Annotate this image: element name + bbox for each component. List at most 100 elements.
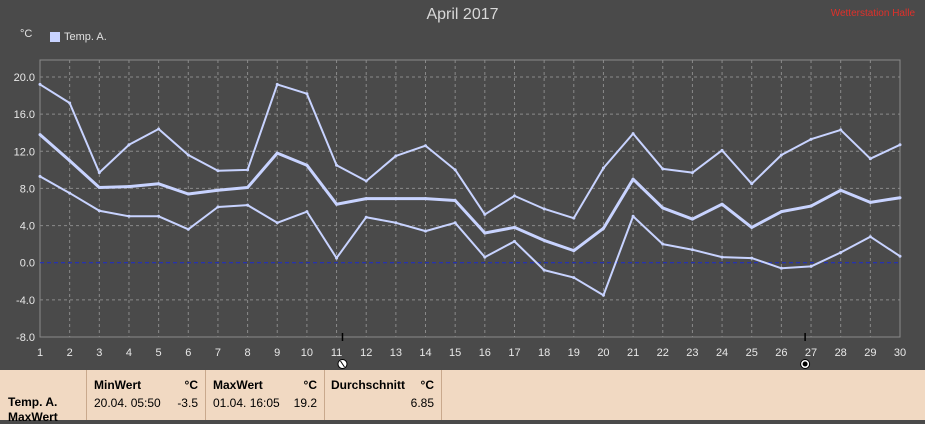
- data-point: [868, 235, 872, 239]
- data-point: [809, 137, 813, 141]
- data-point: [246, 168, 250, 172]
- data-point: [68, 101, 72, 105]
- data-point: [216, 188, 220, 192]
- x-tick-label: 8: [245, 347, 251, 359]
- data-point: [394, 197, 398, 201]
- data-point: [97, 209, 101, 213]
- data-point: [216, 205, 220, 209]
- data-point: [601, 166, 605, 170]
- data-point: [720, 255, 724, 259]
- legend-label: Temp. A.: [64, 31, 107, 43]
- data-point: [750, 225, 754, 229]
- data-point: [661, 242, 665, 246]
- x-tick-label: 1: [37, 347, 43, 359]
- data-point: [661, 206, 665, 210]
- data-point: [394, 221, 398, 225]
- x-tick-label: 9: [274, 347, 280, 359]
- x-tick-label: 15: [449, 347, 461, 359]
- y-tick-label: -8.0: [16, 332, 35, 344]
- data-point: [335, 163, 339, 167]
- data-point: [839, 128, 843, 132]
- data-point: [157, 127, 161, 131]
- max-header: MaxWert: [213, 378, 263, 392]
- data-point: [424, 229, 428, 233]
- data-point: [424, 144, 428, 148]
- data-point: [779, 266, 783, 270]
- x-tick-label: 21: [627, 347, 639, 359]
- crescent-moon-icon-mark: [340, 360, 345, 368]
- x-tick-label: 24: [716, 347, 728, 359]
- x-tick-label: 30: [894, 347, 906, 359]
- max-date: 01.04. 16:05: [213, 396, 280, 410]
- data-point: [750, 182, 754, 186]
- x-tick-label: 12: [360, 347, 372, 359]
- x-tick-label: 5: [156, 347, 162, 359]
- min-date: 20.04. 05:50: [94, 396, 161, 410]
- data-point: [631, 132, 635, 136]
- min-unit: °C: [184, 378, 198, 392]
- x-tick-label: 16: [479, 347, 491, 359]
- data-point: [246, 203, 250, 207]
- data-point: [275, 221, 279, 225]
- temperature-chart: 1 2 3 4 5 6 7 8 9 10 11 12 13 14 15 16 17 18 19 20 21 22 23 24 2…: [14, 59, 906, 369]
- data-point: [127, 143, 131, 147]
- row-label-cell: Temp. A. MaxWert: [0, 370, 87, 424]
- data-point: [216, 169, 220, 173]
- data-point: [868, 157, 872, 161]
- y-tick-label: 12.0: [14, 146, 35, 158]
- x-tick-label: 2: [67, 347, 73, 359]
- data-point: [364, 197, 368, 201]
- x-tick-label: 25: [746, 347, 758, 359]
- avg-cell: Durchschnitt °C 6.85: [325, 370, 442, 420]
- legend: Temp. A.: [50, 31, 107, 43]
- row2-label: MaxWert: [8, 410, 58, 424]
- data-point: [38, 133, 42, 137]
- data-point: [898, 254, 902, 258]
- x-tick-label: 3: [96, 347, 102, 359]
- station-badge: Wetterstation Halle: [830, 8, 915, 19]
- avg-value: 6.85: [410, 396, 434, 410]
- data-point: [839, 188, 843, 192]
- max-cell: MaxWert °C 01.04. 16:05 19.2: [206, 370, 325, 420]
- data-point: [898, 143, 902, 147]
- series-line-max: [39, 83, 901, 220]
- x-tick-label: 13: [390, 347, 402, 359]
- data-point: [720, 202, 724, 206]
- data-point: [601, 226, 605, 230]
- data-point: [157, 182, 161, 186]
- data-point: [246, 186, 250, 189]
- x-tick-label: 6: [185, 347, 191, 359]
- data-point: [127, 214, 131, 218]
- data-point: [483, 255, 487, 259]
- data-point: [631, 214, 635, 218]
- min-value: -3.5: [177, 396, 198, 410]
- x-tick-label: 11: [331, 347, 342, 359]
- data-point: [542, 207, 546, 211]
- series-label: Temp. A.: [8, 395, 58, 409]
- data-point: [868, 200, 872, 204]
- data-point: [38, 174, 42, 178]
- data-point: [275, 82, 279, 86]
- series-line-mean: [39, 133, 901, 253]
- data-point: [750, 256, 754, 260]
- data-point: [720, 148, 724, 152]
- data-point: [186, 192, 190, 196]
- min-cell: MinWert °C 20.04. 05:50 -3.5: [87, 370, 206, 420]
- data-point: [690, 171, 694, 175]
- data-point: [97, 186, 101, 189]
- data-point: [364, 179, 368, 183]
- data-point: [572, 249, 576, 253]
- data-point: [809, 264, 813, 268]
- x-tick-label: 10: [301, 347, 313, 359]
- plot-frame: [39, 59, 901, 338]
- data-point: [631, 177, 635, 181]
- x-tick-label: 28: [835, 347, 847, 359]
- x-tick-label: 4: [126, 347, 132, 359]
- data-point: [68, 159, 72, 163]
- data-point: [661, 167, 665, 171]
- y-tick-label: 16.0: [14, 109, 35, 121]
- data-point: [572, 216, 576, 220]
- data-point: [186, 227, 190, 231]
- data-point: [809, 204, 813, 208]
- data-point: [779, 210, 783, 214]
